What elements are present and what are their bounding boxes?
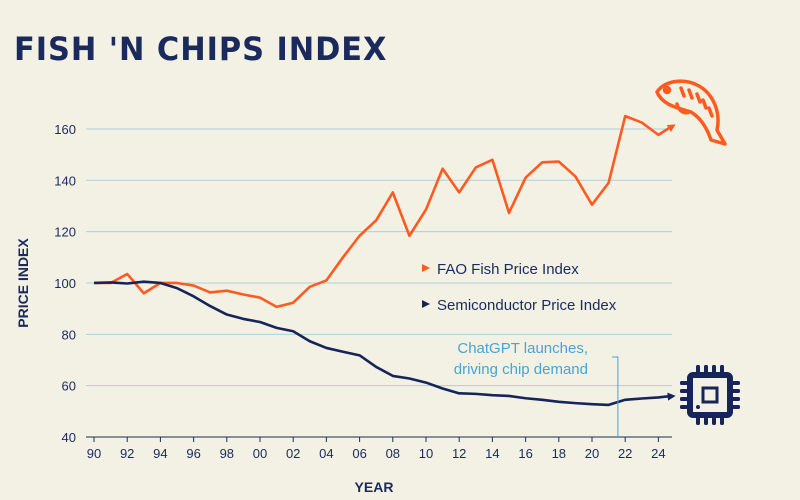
x-tick-label: 10 [419, 446, 433, 461]
x-tick-label: 14 [485, 446, 499, 461]
annotation-text: ChatGPT launches, [457, 340, 588, 357]
y-tick-label: 40 [62, 430, 76, 445]
y-tick-label: 100 [54, 276, 76, 291]
x-tick-label: 98 [220, 446, 234, 461]
chip-pin [680, 405, 688, 409]
x-tick-label: 12 [452, 446, 466, 461]
annotation-leader-line [611, 356, 619, 437]
x-tick-label: 24 [651, 446, 665, 461]
semiconductor-line [93, 280, 672, 407]
y-tick-label: 160 [54, 122, 76, 137]
fish-line [94, 114, 673, 309]
x-tick-label: 04 [319, 446, 333, 461]
chip-pin [680, 397, 688, 401]
x-tick-label: 00 [253, 446, 267, 461]
y-tick-label: 120 [54, 225, 76, 240]
series-arrowhead [667, 392, 676, 401]
legend-label: FAO Fish Price Index [437, 261, 579, 278]
x-tick-label: 20 [585, 446, 599, 461]
chip-pin [732, 389, 740, 393]
legend-marker [422, 264, 430, 272]
chip-pin [720, 417, 724, 425]
fish-icon [655, 79, 727, 146]
x-tick-label: 18 [552, 446, 566, 461]
y-axis-label: PRICE INDEX [15, 238, 31, 328]
chart-title: FISH 'N CHIPS INDEX [14, 30, 388, 68]
x-tick-label: 92 [120, 446, 134, 461]
x-tick-label: 94 [153, 446, 167, 461]
chip-pin [732, 397, 740, 401]
x-tick-label: 90 [87, 446, 101, 461]
chip-pin [704, 417, 708, 425]
x-tick-label: 16 [518, 446, 532, 461]
x-axis-label: YEAR [355, 479, 394, 495]
microchip-icon [680, 365, 740, 425]
chip-pin [696, 417, 700, 425]
y-tick-label: 80 [62, 327, 76, 342]
x-tick-label: 06 [352, 446, 366, 461]
x-tick-label: 02 [286, 446, 300, 461]
annotation-text: driving chip demand [454, 361, 588, 378]
legend-marker [422, 300, 430, 308]
chip-pin [712, 365, 716, 373]
x-tick-label: 08 [386, 446, 400, 461]
chip-pin [712, 417, 716, 425]
chip-pin [696, 365, 700, 373]
chip-pin [732, 381, 740, 385]
x-tick-label: 22 [618, 446, 632, 461]
chip-pin [680, 389, 688, 393]
y-tick-label: 60 [62, 379, 76, 394]
y-tick-label: 140 [54, 173, 76, 188]
chip-pin [704, 365, 708, 373]
chip-pin [680, 381, 688, 385]
chip-pin [720, 365, 724, 373]
series-arrowhead [666, 124, 676, 132]
x-tick-label: 96 [186, 446, 200, 461]
legend-label: Semiconductor Price Index [437, 297, 617, 314]
chip-pin [732, 405, 740, 409]
